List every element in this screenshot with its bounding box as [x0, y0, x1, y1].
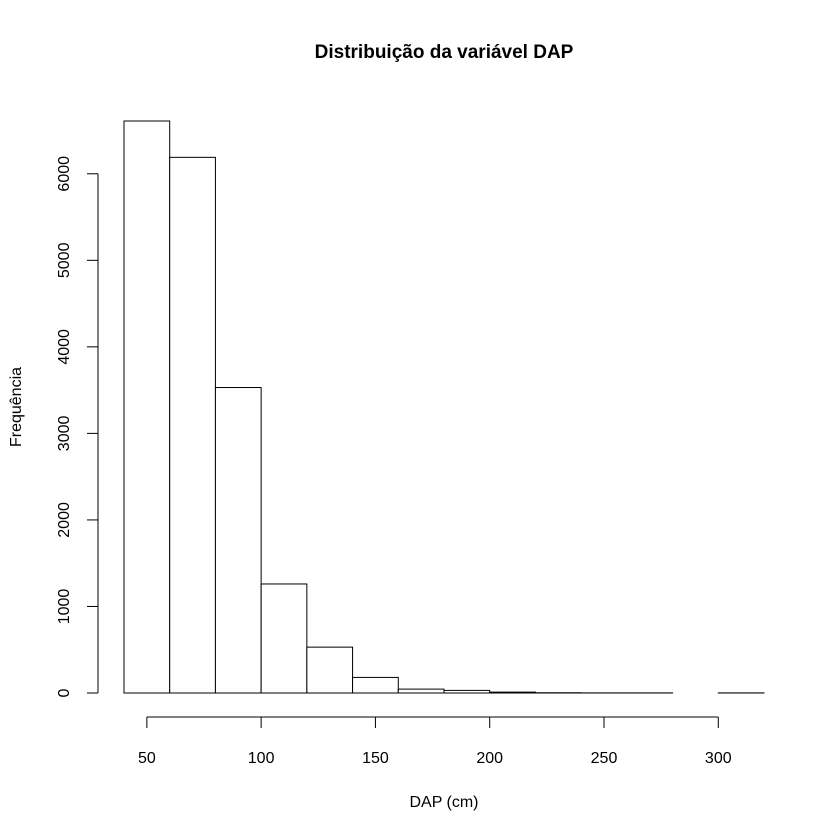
x-tick-label: 100 [248, 750, 275, 767]
histogram-bar [123, 120, 171, 694]
x-axis: 50 100 150 200 250 300 [138, 716, 732, 767]
x-tick-label: 200 [476, 750, 503, 767]
y-tick-label: 0 [56, 688, 73, 697]
y-tick-label: 5000 [56, 242, 73, 278]
x-axis-label: DAP (cm) [409, 794, 478, 811]
x-tick-label: 300 [705, 750, 732, 767]
y-tick-label: 4000 [56, 329, 73, 365]
chart-title: Distribuição da variável DAP [315, 42, 574, 63]
histogram-bar [169, 156, 216, 694]
x-tick-label: 250 [591, 750, 618, 767]
histogram-bar [306, 646, 354, 694]
y-tick-label: 1000 [56, 589, 73, 625]
x-tick-label: 150 [362, 750, 389, 767]
y-axis-label: Frequência [8, 367, 25, 447]
y-tick-label: 3000 [56, 415, 73, 451]
histogram-bar [352, 676, 399, 694]
y-tick-label: 2000 [56, 502, 73, 538]
histogram-bar [214, 387, 262, 694]
histogram-bar [397, 688, 445, 694]
histogram-bar [260, 583, 308, 694]
x-tick-label: 50 [138, 750, 156, 767]
y-tick-label: 6000 [56, 156, 73, 192]
y-axis: 0 1000 2000 3000 4000 5000 6000 [56, 156, 99, 697]
bars-group [123, 120, 765, 694]
histogram-bar [443, 689, 491, 694]
histogram-bar [489, 691, 536, 694]
